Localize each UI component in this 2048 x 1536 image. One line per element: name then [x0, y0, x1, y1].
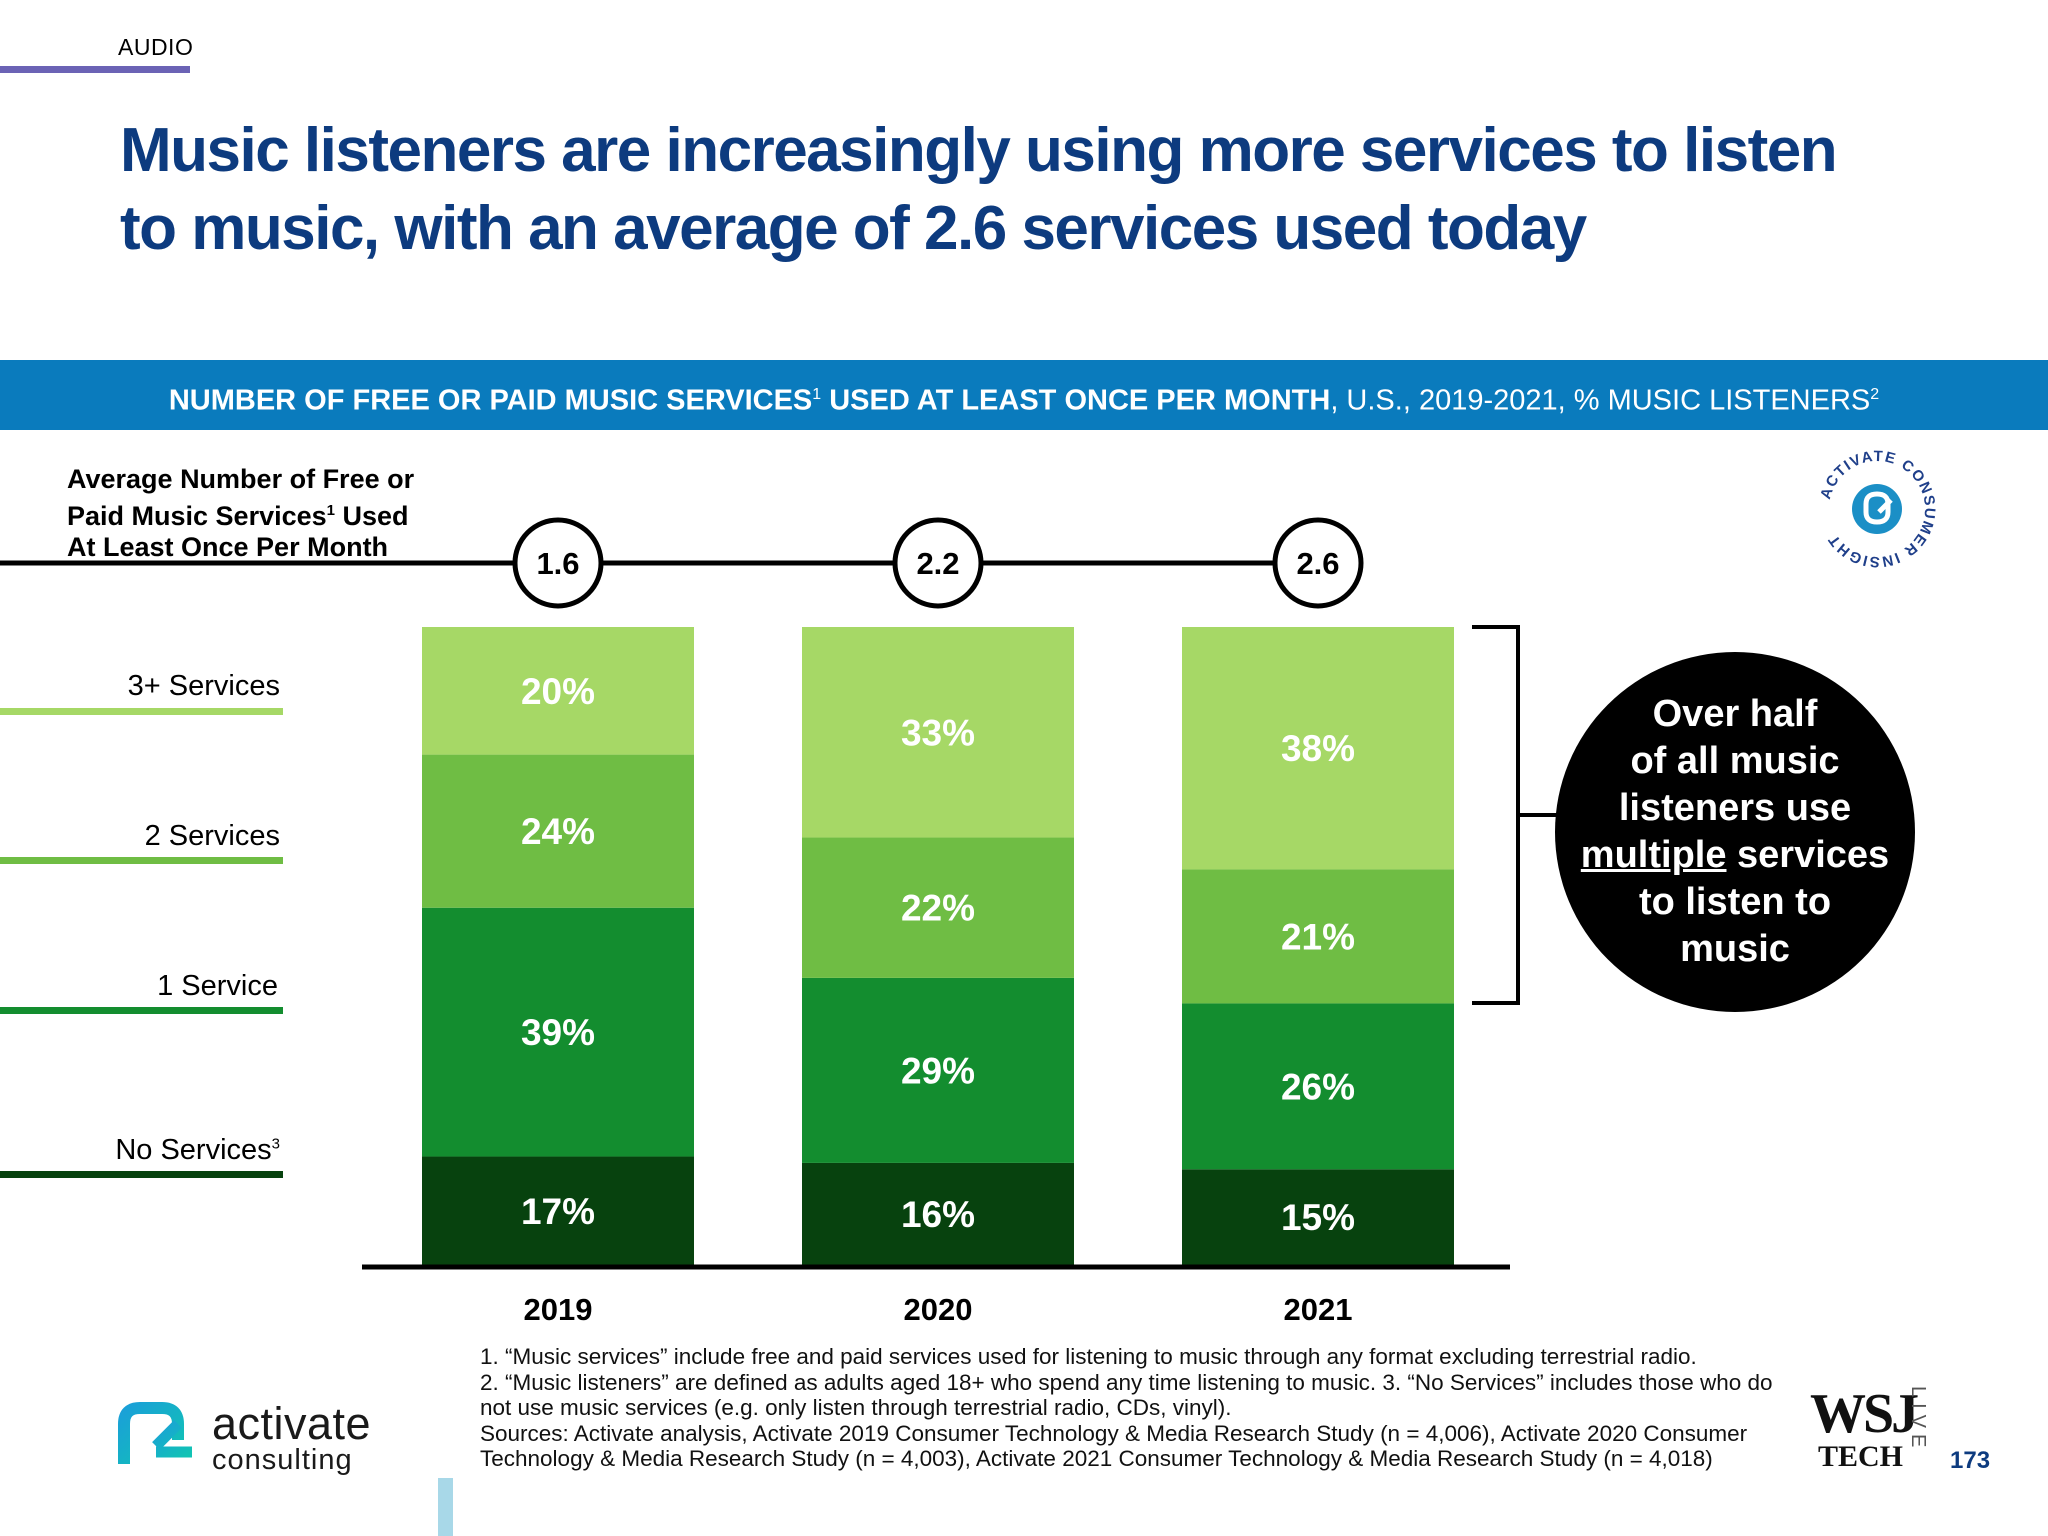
average-label-line3: At Least Once Per Month: [67, 532, 389, 562]
legend-line-two: [0, 857, 283, 864]
legend-line-none: [0, 1171, 283, 1178]
footnote-sources: Sources: Activate analysis, Activate 201…: [480, 1420, 1748, 1472]
callout-line2: of all music: [1630, 740, 1840, 782]
chart-banner: NUMBER OF FREE OR PAID MUSIC SERVICES1 U…: [0, 360, 2048, 430]
bar-value-label: 20%: [521, 671, 595, 712]
banner-strong2: USED AT LEAST ONCE PER MONTH: [821, 384, 1331, 417]
page-title: Music listeners are increasingly using m…: [120, 116, 1838, 263]
legend-line-three-plus: [0, 708, 283, 715]
bar-value-label: 38%: [1281, 728, 1355, 769]
average-label-line1: Average Number of Free or: [67, 464, 415, 494]
bar-segment: [422, 754, 694, 908]
banner-sup1: 1: [812, 386, 822, 403]
average-marker: [892, 517, 984, 609]
bar-value-label: 16%: [901, 1194, 975, 1235]
banner-rest: , U.S., 2019-2021, % MUSIC LISTENERS: [1330, 384, 1871, 417]
consumer-insight-badge-icon: ACTIVATE CONSUMER INSIGHT: [1817, 448, 1937, 570]
bar-segment: [1182, 869, 1454, 1004]
average-value-label: 1.6: [536, 546, 579, 581]
bar-value-label: 22%: [901, 888, 975, 929]
bar-value-label: 24%: [521, 811, 595, 852]
average-label-line2b: Used: [334, 501, 409, 531]
footnote-2: 2. “Music listeners” are defined as adul…: [480, 1369, 1773, 1421]
average-label-line2: Paid Music Services1 Used: [67, 495, 414, 532]
average-label: Average Number of Free or Paid Music Ser…: [67, 464, 414, 563]
average-label-line2a: Paid Music Services: [67, 501, 327, 531]
bar-value-label: 21%: [1281, 916, 1355, 957]
callout-line5: to listen to: [1638, 881, 1832, 923]
bar-segment: [802, 1162, 1074, 1265]
bar-segment: [422, 907, 694, 1157]
bar-value-label: 39%: [521, 1012, 595, 1053]
section-label: AUDIO: [118, 34, 194, 60]
callout-circle: Over half of all music listeners use mul…: [1555, 652, 1915, 1012]
bar-value-label: 17%: [521, 1191, 595, 1232]
logo-name: activate: [212, 1398, 372, 1449]
legend-one: 1 Service: [157, 970, 278, 1002]
bar-segment: [802, 977, 1074, 1163]
wsj-tech: TECH: [1818, 1440, 1904, 1473]
footnotes: 1. “Music services” include free and pai…: [480, 1344, 1800, 1472]
legend-none: No Services3: [115, 1134, 280, 1167]
footnote-1: 1. “Music services” include free and pai…: [480, 1344, 1697, 1369]
banner-strong: NUMBER OF FREE OR PAID MUSIC SERVICES: [168, 384, 813, 417]
average-label-sup: 1: [326, 502, 335, 519]
average-value-label: 2.2: [916, 546, 959, 581]
legend-two: 2 Services: [144, 820, 280, 852]
x-axis-tick-label: 2020: [904, 1292, 973, 1327]
bracket: [1472, 625, 1520, 1005]
callout-line1: Over half: [1652, 693, 1818, 735]
bar-segment: [1182, 1003, 1454, 1170]
bar-segment: [802, 627, 1074, 838]
x-axis-tick-label: 2021: [1284, 1292, 1353, 1327]
activate-logo-icon: [118, 1402, 192, 1464]
callout-line3: listeners use: [1618, 787, 1852, 829]
section-rule: [0, 66, 190, 73]
average-marker: [512, 517, 604, 609]
callout-line4: multiple services: [1581, 832, 1889, 879]
bar-value-label: 15%: [1281, 1197, 1355, 1238]
legend-none-sup: 3: [271, 1135, 280, 1153]
bar-segment: [422, 1156, 694, 1265]
bar-segment: [1182, 1169, 1454, 1265]
banner-sup2: 2: [1870, 386, 1880, 403]
logo-subtitle: consulting: [212, 1444, 353, 1476]
callout-text: Over half of all music listeners use mul…: [1581, 691, 1889, 973]
legend-three-plus: 3+ Services: [127, 670, 280, 702]
bar-segment: [422, 627, 694, 755]
bar-value-label: 29%: [901, 1050, 975, 1091]
callout-underline: multiple: [1580, 834, 1727, 876]
legend-none-label: No Services: [115, 1134, 272, 1166]
callout-line4b: services: [1726, 834, 1890, 876]
x-axis-tick-label: 2019: [524, 1292, 593, 1327]
callout-line6: music: [1680, 928, 1790, 970]
wsj-live: LIVE: [1907, 1386, 1929, 1454]
bottom-accent-bar: [438, 1478, 453, 1536]
bar-segment: [802, 837, 1074, 978]
bar-value-label: 33%: [901, 712, 975, 753]
bar-segment: [1182, 627, 1454, 870]
average-value-label: 2.6: [1296, 546, 1339, 581]
bar-value-label: 26%: [1281, 1066, 1355, 1107]
page-number: 173: [1950, 1447, 1991, 1474]
average-marker: [1272, 517, 1364, 609]
legend-line-one: [0, 1007, 283, 1014]
wsj-logo: WSJ: [1810, 1383, 1919, 1445]
